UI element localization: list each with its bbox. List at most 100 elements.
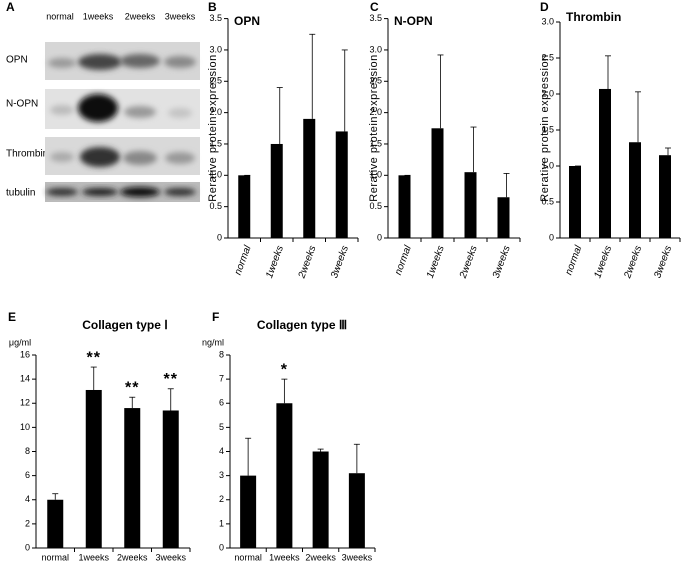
- y-tick-label: 1.0: [209, 170, 222, 180]
- x-tick-label: normal: [233, 243, 254, 276]
- x-tick-label: 1weeks: [269, 552, 300, 562]
- x-tick-label: 3weeks: [155, 552, 186, 562]
- x-tick-label: 2weeks: [296, 244, 318, 281]
- chart-title: N-OPN: [394, 14, 433, 28]
- y-tick-label: 1: [219, 518, 224, 528]
- x-tick-label: normal: [234, 552, 262, 562]
- y-tick-label: 0: [25, 542, 30, 552]
- y-axis-label: Rerative protein expression: [368, 54, 380, 201]
- band: [80, 147, 120, 167]
- x-tick-label: normal: [564, 243, 585, 276]
- x-tick-label: 3weeks: [652, 244, 674, 280]
- band: [78, 94, 118, 122]
- y-tick-label: 2.5: [209, 76, 222, 86]
- x-tick-label: 1weeks: [264, 244, 286, 280]
- x-tick-label: 2weeks: [117, 552, 148, 562]
- bar: [162, 410, 179, 548]
- y-tick-label: 1.5: [369, 138, 382, 148]
- band: [82, 188, 118, 196]
- bar: [276, 403, 293, 548]
- bar: [629, 142, 641, 238]
- y-tick-label: 3.5: [369, 13, 382, 23]
- y-tick-label: 2.0: [369, 107, 382, 117]
- y-tick-label: 4: [25, 494, 30, 504]
- lane-label: 1weeks: [83, 11, 114, 21]
- y-axis-label: Rerative protein expression: [207, 54, 219, 201]
- y-tick-label: 0: [377, 232, 382, 242]
- lane-label: 2weeks: [125, 11, 156, 21]
- x-tick-label: normal: [41, 552, 69, 562]
- chart-title: Collagen type Ⅰ: [82, 318, 168, 332]
- y-tick-label: 8: [219, 349, 224, 359]
- bar: [124, 408, 141, 548]
- y-tick-label: 7: [219, 374, 224, 384]
- x-tick-label: 3weeks: [491, 244, 513, 280]
- band: [50, 105, 74, 115]
- blot-panel: A normal 1weeks 2weeks 3weeks OPN N-OPN …: [6, 0, 200, 202]
- band: [164, 188, 196, 196]
- x-tick-label: normal: [393, 243, 414, 276]
- bar: [238, 175, 251, 238]
- x-tick-label: 2weeks: [458, 244, 480, 281]
- row-label: tubulin: [6, 188, 35, 199]
- bar: [303, 118, 316, 238]
- y-tick-label: 3.5: [209, 13, 222, 23]
- x-tick-label: 1weeks: [592, 244, 614, 280]
- y-tick-label: 8: [25, 446, 30, 456]
- x-tick-label: 1weeks: [78, 552, 109, 562]
- row-label: OPN: [6, 55, 28, 66]
- bar: [240, 475, 257, 548]
- y-tick-label: 2.0: [209, 107, 222, 117]
- panel-letter: B: [208, 0, 217, 14]
- y-tick-label: 1.5: [541, 124, 554, 134]
- band: [164, 56, 196, 68]
- y-tick-label: 0: [217, 232, 222, 242]
- chart-title: Thrombin: [566, 10, 621, 24]
- y-tick-label: 0.5: [209, 201, 222, 211]
- significance: **: [164, 371, 178, 388]
- bar: [398, 175, 411, 238]
- y-tick-label: 2: [219, 494, 224, 504]
- y-tick-label: 14: [20, 374, 30, 384]
- panel-letter: F: [212, 310, 219, 324]
- y-tick-label: 12: [20, 398, 30, 408]
- panel-letter: D: [540, 0, 549, 14]
- bar: [312, 451, 329, 548]
- unit-label: ng/ml: [202, 337, 224, 347]
- band: [124, 106, 156, 118]
- y-tick-label: 1.0: [541, 160, 554, 170]
- band: [120, 54, 160, 68]
- bar: [599, 88, 611, 239]
- bar: [335, 131, 348, 238]
- y-tick-label: 10: [20, 422, 30, 432]
- y-tick-label: 1.0: [369, 170, 382, 180]
- y-tick-label: 3.0: [541, 16, 554, 26]
- y-axis-label: Rerative protein expression: [539, 54, 551, 201]
- x-tick-label: 3weeks: [342, 552, 373, 562]
- band: [48, 58, 76, 68]
- y-tick-label: 2: [25, 518, 30, 528]
- row-label: N-OPN: [6, 99, 38, 110]
- row-label: Thrombin: [6, 149, 48, 160]
- bar: [497, 197, 510, 238]
- y-tick-label: 5: [219, 422, 224, 432]
- band: [50, 152, 74, 162]
- y-tick-label: 0.5: [369, 201, 382, 211]
- bar: [464, 172, 477, 238]
- significance: **: [125, 379, 139, 396]
- bar: [569, 166, 581, 238]
- y-tick-label: 0.5: [541, 196, 554, 206]
- panel-letter: C: [370, 0, 379, 14]
- lane-label: normal: [46, 11, 74, 21]
- y-tick-label: 2.0: [541, 88, 554, 98]
- panel-letter: E: [8, 310, 16, 324]
- y-tick-label: 0: [219, 542, 224, 552]
- y-tick-label: 3.0: [369, 44, 382, 54]
- bar: [85, 389, 102, 548]
- y-tick-label: 6: [25, 470, 30, 480]
- bar: [431, 128, 444, 238]
- significance: **: [87, 349, 101, 366]
- significance: *: [281, 361, 288, 378]
- band: [120, 187, 160, 197]
